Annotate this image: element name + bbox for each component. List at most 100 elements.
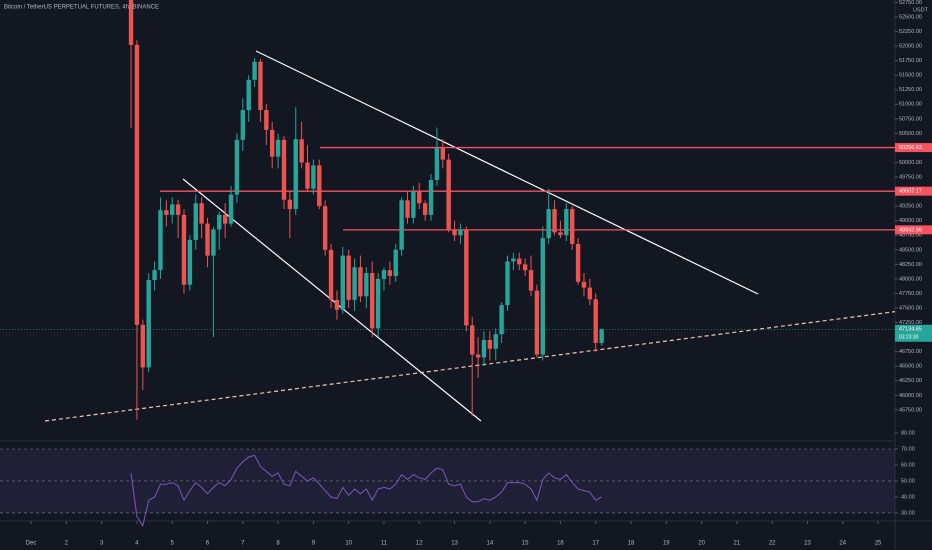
y-tick-label: 51250.00 [899, 87, 922, 93]
level-label-box [895, 143, 932, 153]
x-tick-label: 24 [839, 541, 846, 547]
rsi-pane [0, 448, 895, 528]
candle-body [599, 329, 604, 343]
x-tick-label: 16 [557, 541, 564, 547]
candle-body [464, 229, 469, 326]
candle-body [364, 273, 369, 297]
y-tick-label: 52750.00 [899, 0, 922, 6]
candle-body [193, 203, 198, 240]
candle-body [258, 61, 263, 111]
y-tick-label: 52000.00 [899, 44, 922, 50]
y-tick-label: 46500.00 [899, 364, 922, 370]
rsi-tick-label: 40.00 [901, 494, 915, 500]
candle-body [287, 199, 293, 210]
y-tick-label: 49250.00 [899, 204, 922, 210]
x-tick-label: 20 [698, 541, 705, 547]
y-tick-label: 46250.00 [899, 378, 922, 384]
x-tick-label: 21 [734, 541, 741, 547]
x-tick-label: 10 [345, 541, 352, 547]
y-tick-label: 51000.00 [899, 102, 922, 108]
last-price-label: 47134.65 [899, 327, 922, 333]
candle-body [211, 229, 216, 256]
candle-body [434, 147, 440, 180]
y-tick-label: 49750.00 [899, 175, 922, 181]
x-tick-label: 19 [663, 541, 670, 547]
candle-body [222, 214, 228, 224]
x-tick-label: 23 [804, 541, 811, 547]
candle-body [528, 270, 534, 291]
rsi-line [130, 454, 602, 528]
countdown: 03:23:30 [899, 335, 919, 341]
candle-body [170, 204, 175, 215]
x-tick-label: 6 [206, 541, 210, 547]
candle-body [228, 194, 234, 224]
level-label-box [895, 186, 932, 196]
candle-body [205, 223, 210, 256]
rsi-tick-label: 50.00 [901, 478, 915, 484]
candle-body [517, 258, 522, 265]
y-tick-label: 51500.00 [899, 73, 922, 79]
x-tick-label: 18 [628, 541, 635, 547]
rsi-tick-label: 60.00 [901, 462, 915, 468]
candle-body [552, 209, 557, 233]
candle-body [128, 0, 134, 45]
candle-body [475, 354, 481, 358]
x-tick-label: 2 [65, 541, 69, 547]
candle-body [428, 179, 434, 215]
x-tick-label: 9 [312, 541, 316, 547]
trend-line [255, 50, 759, 295]
level-label-box [895, 225, 932, 235]
candle-body [399, 200, 404, 250]
y-tick-label: 50750.00 [899, 116, 922, 122]
candle-body [593, 299, 598, 343]
candle-body [240, 110, 246, 140]
candle-body [158, 210, 163, 271]
x-tick-label: 8 [276, 541, 280, 547]
candle-body [493, 334, 498, 349]
candle-body [264, 110, 269, 130]
main-pane [0, 0, 895, 422]
candle-body [281, 139, 287, 200]
x-tick-label: 14 [487, 541, 494, 547]
candle-body [470, 325, 475, 355]
candle-body [146, 280, 151, 368]
y-tick-label: 49000.00 [899, 218, 922, 224]
candle-body [358, 267, 363, 297]
candle-body [305, 162, 310, 189]
candle-body [575, 243, 581, 282]
x-tick-label: 12 [416, 541, 423, 547]
candle-body [181, 214, 187, 285]
candle-body [252, 61, 257, 80]
y-tick-label: 48250.00 [899, 262, 922, 268]
candle-body [540, 238, 545, 355]
candle-body [175, 204, 181, 215]
candle-body [511, 258, 516, 262]
x-tick-label: 15 [522, 541, 529, 547]
candle-body [375, 278, 381, 329]
candle-body [346, 255, 351, 300]
x-tick-label: 17 [592, 541, 599, 547]
candle-body [458, 229, 463, 236]
candle-body [217, 214, 222, 230]
candle-body [422, 203, 428, 215]
candle-body [293, 139, 298, 210]
x-tick-label: 7 [241, 541, 245, 547]
candle-body [558, 232, 563, 236]
candle-body [322, 206, 328, 250]
level-label: 50256.63 [899, 145, 922, 151]
candle-body [499, 305, 504, 335]
candle-body [587, 287, 593, 300]
level-label: 48842.96 [899, 227, 922, 233]
candle-body [393, 249, 398, 276]
candle-body [452, 229, 457, 236]
y-tick-label: 50500.00 [899, 131, 922, 137]
y-tick-label: 45750.00 [899, 407, 922, 413]
y-tick-label: 47500.00 [899, 305, 922, 311]
candle-body [328, 249, 334, 300]
rsi-tick-label: 30.00 [901, 510, 915, 516]
x-tick-label: 11 [381, 541, 388, 547]
candle-body [505, 261, 510, 306]
candle-body [446, 159, 451, 230]
candle-body [152, 270, 157, 281]
